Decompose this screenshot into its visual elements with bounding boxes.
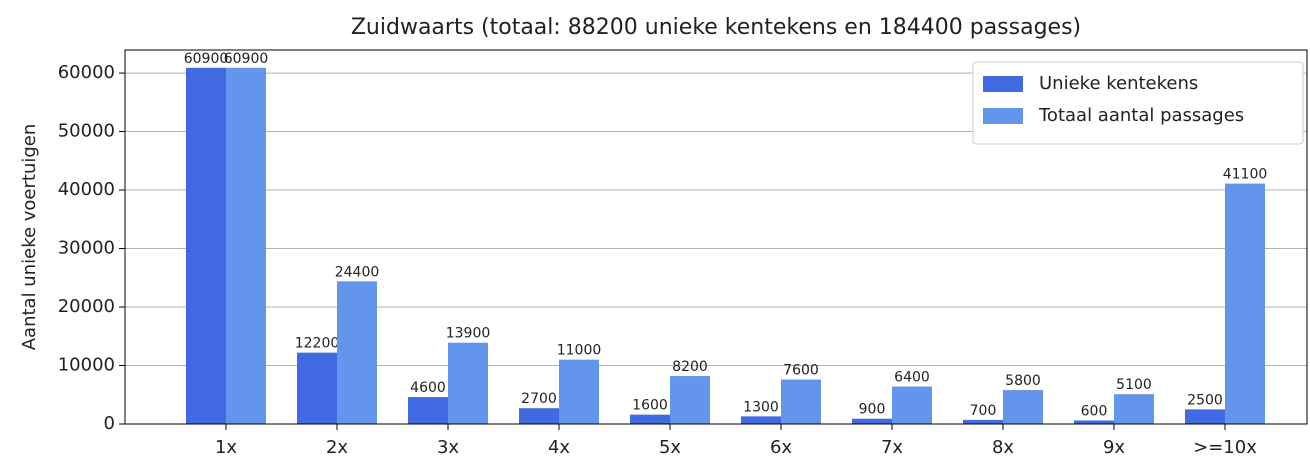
x-tick-label: 3x <box>437 437 459 458</box>
bar-value-label: 7600 <box>783 363 819 379</box>
bar <box>297 352 337 424</box>
bar <box>519 408 559 424</box>
x-tick-label: 6x <box>770 437 792 458</box>
x-tick-label: 7x <box>881 437 903 458</box>
x-tick-label: 8x <box>992 437 1014 458</box>
bar <box>226 67 266 425</box>
bar-value-label: 1600 <box>632 398 668 414</box>
bar-value-label: 2700 <box>521 391 557 407</box>
bar <box>670 376 710 424</box>
bar <box>1225 183 1265 424</box>
y-tick-label: 50000 <box>58 121 115 142</box>
bar <box>963 419 1003 424</box>
x-tick-label: 4x <box>548 437 570 458</box>
legend-label: Unieke kentekens <box>1039 73 1198 94</box>
bar <box>186 67 226 425</box>
bar-value-label: 900 <box>859 402 886 418</box>
bar-value-label: 60900 <box>224 51 269 67</box>
y-tick-label: 60000 <box>58 62 115 83</box>
y-tick-label: 40000 <box>58 179 115 200</box>
bar-value-label: 12200 <box>295 336 340 352</box>
bar <box>781 379 821 424</box>
bar <box>741 416 781 424</box>
bar-value-label: 5100 <box>1116 377 1152 393</box>
bar <box>630 414 670 424</box>
bar-value-label: 24400 <box>335 264 380 280</box>
y-tick-label: 30000 <box>58 238 115 259</box>
bar <box>559 359 599 424</box>
bar <box>448 342 488 424</box>
y-tick-label: 20000 <box>58 296 115 317</box>
x-tick-label: 1x <box>215 437 237 458</box>
y-axis-label: Aantal unieke voertuigen <box>19 124 40 351</box>
bar-value-label: 4600 <box>410 380 446 396</box>
x-tick-label: 5x <box>659 437 681 458</box>
plot-frame <box>124 49 1308 425</box>
bar <box>1114 394 1154 424</box>
bar-value-label: 41100 <box>1223 167 1268 183</box>
bar <box>852 418 892 424</box>
legend-label: Totaal aantal passages <box>1038 105 1244 126</box>
bar <box>337 281 377 424</box>
bar-value-label: 1300 <box>743 399 779 415</box>
bar <box>1003 390 1043 424</box>
x-tick-label: 9x <box>1103 437 1125 458</box>
legend-swatch <box>983 76 1023 92</box>
bar <box>1074 420 1114 424</box>
x-tick-label: >=10x <box>1193 437 1257 458</box>
bar-value-label: 8200 <box>672 359 708 375</box>
bar-value-label: 6400 <box>894 370 930 386</box>
bar-value-label: 13900 <box>446 326 491 342</box>
bar-value-label: 5800 <box>1005 373 1041 389</box>
legend-swatch <box>983 108 1023 124</box>
bar <box>408 397 448 424</box>
y-tick-label: 0 <box>104 413 115 434</box>
y-tick-label: 10000 <box>58 355 115 376</box>
x-tick-label: 2x <box>326 437 348 458</box>
bar-value-label: 700 <box>970 403 997 419</box>
legend: Unieke kentekens Totaal aantal passages <box>972 61 1304 145</box>
legend-box <box>972 61 1304 145</box>
chart-title: Zuidwaarts (totaal: 88200 unieke kenteke… <box>351 15 1081 40</box>
bar <box>1185 409 1225 424</box>
bar-value-label: 60900 <box>184 51 229 67</box>
bar <box>892 386 932 424</box>
bar-value-label: 600 <box>1081 403 1108 419</box>
bar-value-label: 11000 <box>557 343 602 359</box>
bar-value-label: 2500 <box>1187 392 1223 408</box>
